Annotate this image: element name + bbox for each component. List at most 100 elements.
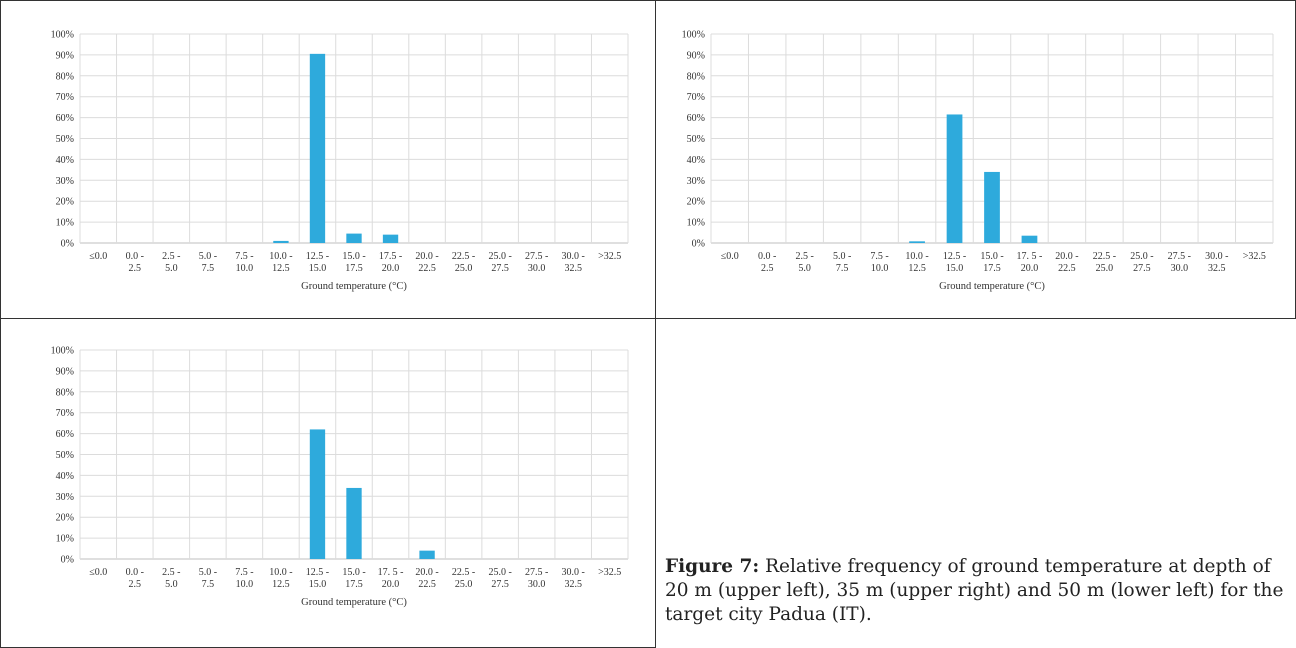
y-tick-label: 80% [687,71,705,82]
x-tick-label: 17. 5 - [378,567,404,578]
x-tick-label-range-end: 7.5 [202,579,215,590]
x-tick-label: >32.5 [598,567,621,578]
x-tick-label: 27.5 - [525,251,548,262]
x-axis-label: Ground temperature (°C) [301,281,407,292]
y-tick-label: 20% [687,197,705,208]
chart-panel-50m: 0% 10% 20% 30% 40% 50% 60% 70% 80% 90% 100% ≤0.0 0.0… [10,338,640,628]
x-tick-label-range-end: 10.0 [236,579,254,590]
x-tick-label: 2.5 - [162,251,180,262]
y-tick-label: 60% [56,113,74,124]
x-tick-label: 20.0 - [1055,251,1078,262]
x-tick-label: 30.0 - [562,251,585,262]
bar [909,241,925,243]
x-tick-label-range-end: 7.5 [836,263,849,274]
x-tick-label-range-end: 20.0 [1021,263,1039,274]
x-tick-label-range-end: 30.0 [1171,263,1189,274]
bar [984,171,1000,243]
chart-panel-20m: 0% 10% 20% 30% 40% 50% 60% 70% 80% 90% 100% ≤0.0 0.0… [10,22,640,312]
x-tick-label-range-end: 12.5 [272,579,290,590]
x-tick-label-range-end: 25.0 [455,263,473,274]
y-tick-label: 100% [51,346,74,357]
y-tick-label: 80% [56,387,74,398]
x-tick-label-range-end: 15.0 [309,263,327,274]
x-tick-label: 22.5 - [1093,251,1116,262]
x-tick-label-range-end: 10.0 [236,263,254,274]
x-tick-label: 12.5 - [306,251,329,262]
bar [946,114,963,243]
x-tick-label: 5.0 - [833,251,851,262]
x-tick-label: ≤0.0 [721,251,739,262]
x-tick-label: 25.0 - [1130,251,1153,262]
x-tick-label: 15.0 - [342,567,365,578]
chart-panel-35m: 0% 10% 20% 30% 40% 50% 60% 70% 80% 90% 100% ≤0.0 0.0… [665,22,1285,312]
x-tick-label: 22.5 - [452,567,475,578]
x-tick-label-range-end: 2.5 [129,263,142,274]
x-tick-label-range-end: 32.5 [564,579,582,590]
bar [309,429,326,559]
y-tick-label: 10% [687,218,705,229]
x-tick-label: 0.0 - [126,567,144,578]
x-tick-label: 17.5 - [379,251,402,262]
x-tick-label: 0.0 - [126,251,144,262]
x-tick-label-range-end: 5.0 [165,579,178,590]
x-tick-label-range-end: 2.5 [761,263,774,274]
y-tick-label: 80% [56,71,74,82]
x-tick-label: 25.0 - [488,567,511,578]
x-tick-label: 15.0 - [980,251,1003,262]
y-tick-label: 100% [682,30,705,41]
y-tick-label: 20% [56,197,74,208]
bar [1021,235,1038,243]
x-tick-label-range-end: 20.0 [382,579,400,590]
x-tick-label: 5.0 - [199,567,217,578]
x-tick-label: >32.5 [598,251,621,262]
y-tick-label: 40% [56,471,74,482]
x-tick-label-range-end: 17.5 [345,263,363,274]
y-tick-label: 90% [56,50,74,61]
x-tick-label: 2.5 - [162,567,180,578]
x-tick-label: 30.0 - [1205,251,1228,262]
y-tick-label: 30% [56,492,74,503]
x-tick-label-range-end: 17.5 [983,263,1001,274]
x-tick-label-range-end: 22.5 [418,263,436,274]
x-tick-label: 17. 5 - [1017,251,1043,262]
figure-caption: Figure 7: Relative frequency of ground t… [665,555,1295,627]
x-tick-label: ≤0.0 [89,567,107,578]
x-tick-label: 5.0 - [199,251,217,262]
x-tick-label: 20.0 - [415,251,438,262]
x-tick-label-range-end: 30.0 [528,263,546,274]
y-tick-label: 100% [51,30,74,41]
bar-chart-20m: 0% 10% 20% 30% 40% 50% 60% 70% 80% 90% 100% ≤0.0 0.0… [51,30,629,292]
x-tick-label: 7.5 - [235,567,253,578]
x-tick-label: >32.5 [1243,251,1266,262]
y-tick-label: 70% [56,92,74,103]
x-tick-label-range-end: 22.5 [418,579,436,590]
x-tick-label-range-end: 27.5 [1133,263,1151,274]
caption-text: Relative frequency of ground temperature… [665,556,1284,625]
x-tick-label: 10.0 - [269,251,292,262]
bar [419,550,435,559]
x-axis-label: Ground temperature (°C) [301,597,407,608]
x-tick-label: 15.0 - [342,251,365,262]
y-tick-label: 30% [56,176,74,187]
bar [346,233,362,243]
bar-chart-35m: 0% 10% 20% 30% 40% 50% 60% 70% 80% 90% 100% ≤0.0 0.0… [682,30,1274,292]
bar-chart-50m: 0% 10% 20% 30% 40% 50% 60% 70% 80% 90% 100% ≤0.0 0.0… [51,346,629,608]
x-tick-label: 2.5 - [795,251,813,262]
y-tick-label: 50% [56,134,74,145]
bar [309,53,326,244]
y-tick-label: 30% [687,176,705,187]
bar [382,234,399,243]
x-tick-label-range-end: 22.5 [1058,263,1076,274]
x-tick-label-range-end: 2.5 [129,579,142,590]
y-tick-label: 60% [687,113,705,124]
x-tick-label-range-end: 12.5 [272,263,290,274]
x-tick-label-range-end: 20.0 [382,263,400,274]
y-tick-label: 0% [692,239,705,250]
y-tick-label: 90% [56,366,74,377]
y-tick-label: 90% [687,50,705,61]
y-tick-label: 40% [56,155,74,166]
x-tick-label-range-end: 5.0 [165,263,178,274]
x-tick-label: 7.5 - [870,251,888,262]
x-tick-label: 10.0 - [269,567,292,578]
x-tick-label-range-end: 7.5 [202,263,215,274]
